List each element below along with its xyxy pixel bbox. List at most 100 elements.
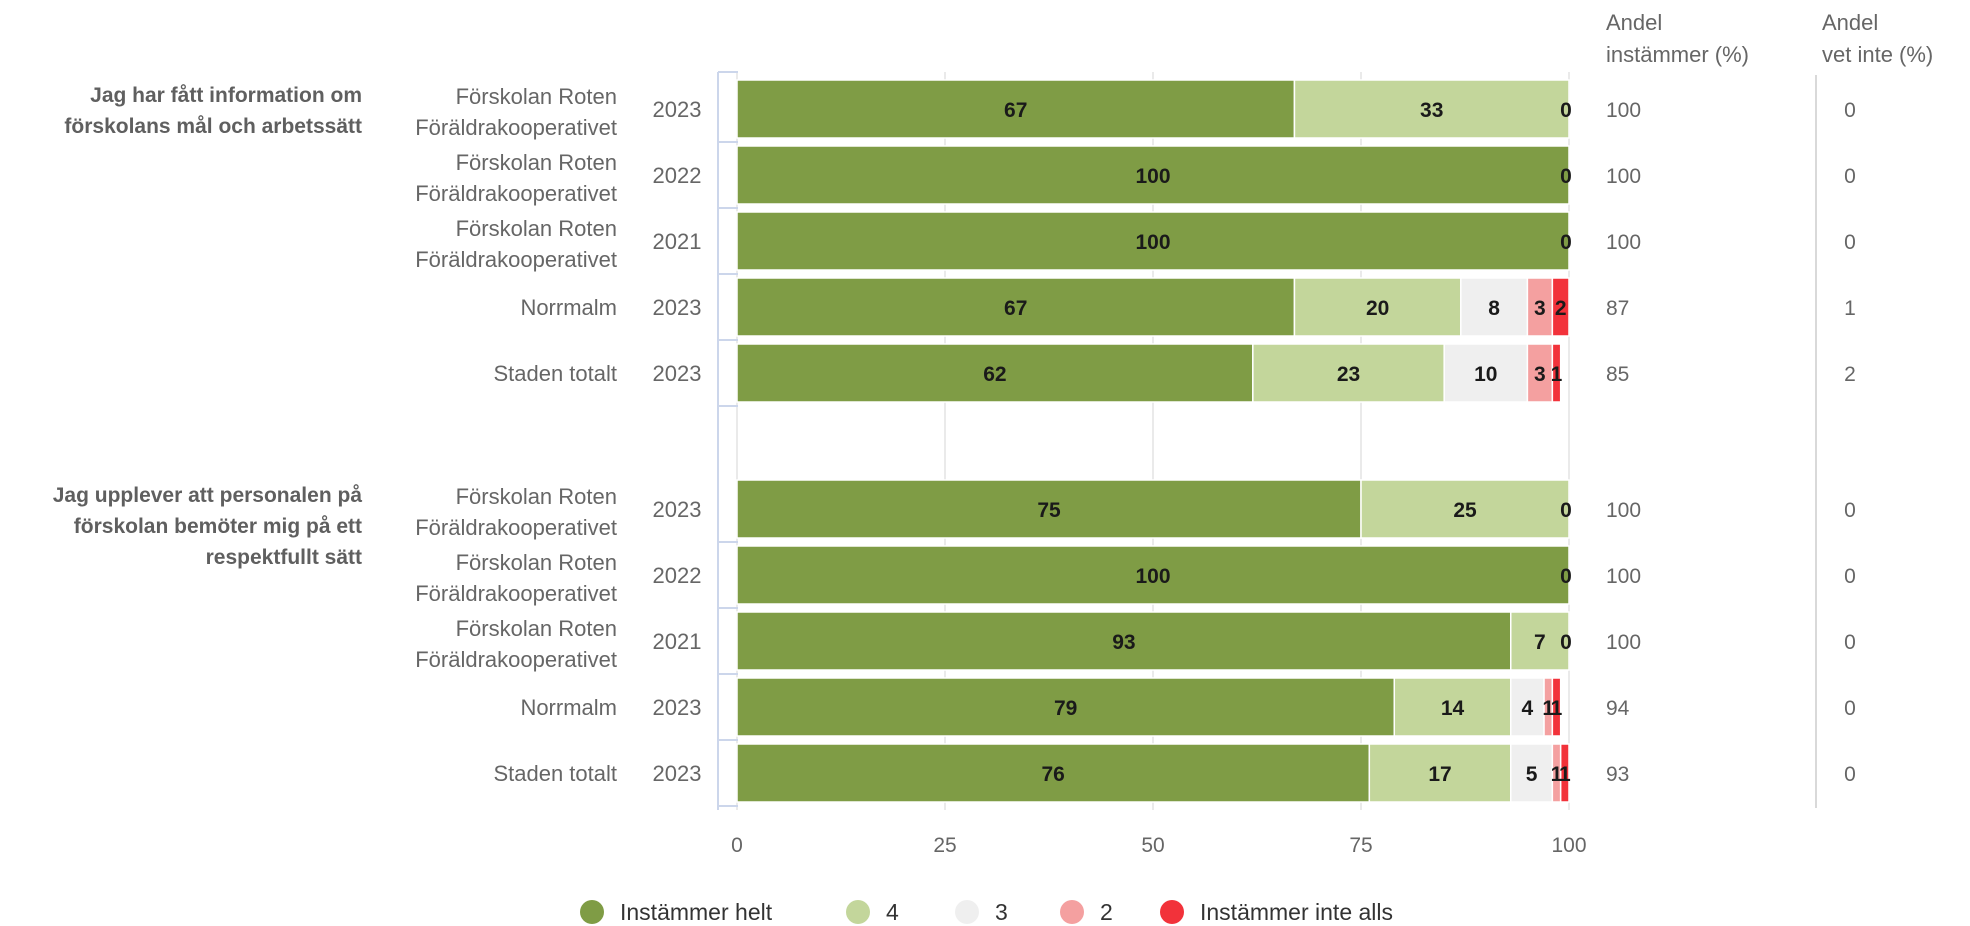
- year-label: 2021: [653, 229, 702, 254]
- bar-segment: [1460, 277, 1529, 337]
- data-label: 93: [1112, 631, 1135, 654]
- bar-segment: [1551, 277, 1570, 337]
- agree-column-header: Andel: [1606, 10, 1662, 35]
- data-label: 0: [1560, 165, 1572, 188]
- data-label: 0: [1560, 565, 1572, 588]
- bar-segment: [1293, 277, 1462, 337]
- data-label: 1: [1551, 697, 1563, 720]
- data-label: 25: [1453, 499, 1477, 522]
- bar-segment: [736, 677, 1396, 737]
- data-label: 1: [1551, 363, 1563, 386]
- data-label: 67: [1004, 99, 1027, 122]
- year-label: 2022: [653, 563, 702, 588]
- unit-label: Föräldrakooperativet: [415, 647, 617, 672]
- bar-segment: [1393, 677, 1512, 737]
- data-label: 100: [1135, 165, 1170, 188]
- unit-label: Förskolan Roten: [456, 484, 617, 509]
- data-label: 2: [1555, 297, 1567, 320]
- x-tick-label: 0: [731, 834, 743, 857]
- data-label: 3: [1534, 363, 1546, 386]
- data-label: 10: [1474, 363, 1497, 386]
- data-label: 14: [1441, 697, 1465, 720]
- legend-label: 4: [886, 899, 899, 925]
- legend-label: Instämmer inte alls: [1200, 899, 1393, 925]
- agree-value: 100: [1606, 565, 1641, 588]
- data-label: 62: [983, 363, 1006, 386]
- bar-segment: [1443, 343, 1529, 403]
- bar-segment: [736, 145, 1570, 205]
- legend-marker: [580, 900, 604, 924]
- year-label: 2023: [653, 695, 702, 720]
- bar-segment: [736, 211, 1570, 271]
- data-label: 76: [1041, 763, 1064, 786]
- data-label: 0: [1560, 99, 1572, 122]
- bar-segment: [1551, 343, 1562, 403]
- data-label: 7: [1534, 631, 1546, 654]
- dont-know-value: 0: [1844, 565, 1856, 588]
- x-tick-label: 75: [1349, 834, 1372, 857]
- legend-label: Instämmer helt: [620, 899, 773, 925]
- data-label: 0: [1560, 631, 1572, 654]
- year-label: 2023: [653, 97, 702, 122]
- unit-label: Förskolan Roten: [456, 616, 617, 641]
- unit-label: Föräldrakooperativet: [415, 581, 617, 606]
- data-label: 1: [1559, 763, 1571, 786]
- data-label: 79: [1054, 697, 1077, 720]
- year-label: 2022: [653, 163, 702, 188]
- unit-label: Norrmalm: [520, 695, 617, 720]
- bar-segment: [736, 343, 1254, 403]
- bar-segment: [1368, 743, 1512, 803]
- year-label: 2023: [653, 361, 702, 386]
- bars: [736, 79, 1570, 803]
- data-label: 0: [1560, 231, 1572, 254]
- legend-marker: [846, 900, 870, 924]
- dont-know-column-header: Andel: [1822, 10, 1878, 35]
- bar-segment: [1526, 343, 1554, 403]
- year-label: 2023: [653, 761, 702, 786]
- unit-label: Förskolan Roten: [456, 150, 617, 175]
- legend-label: 2: [1100, 899, 1113, 925]
- unit-label: Norrmalm: [520, 295, 617, 320]
- data-label: 33: [1420, 99, 1443, 122]
- data-label: 20: [1366, 297, 1389, 320]
- data-label: 23: [1337, 363, 1360, 386]
- bar-segment: [1510, 611, 1570, 671]
- unit-label: Förskolan Roten: [456, 84, 617, 109]
- agree-value: 100: [1606, 631, 1641, 654]
- legend-marker: [955, 900, 979, 924]
- question-label: Jag har fått information om: [90, 84, 362, 107]
- agree-value: 100: [1606, 165, 1641, 188]
- data-label: 4: [1522, 697, 1534, 720]
- dont-know-value: 0: [1844, 499, 1856, 522]
- bar-segment: [1559, 743, 1570, 803]
- unit-label: Staden totalt: [493, 761, 617, 786]
- agree-value: 93: [1606, 763, 1629, 786]
- agree-column-header: instämmer (%): [1606, 42, 1749, 67]
- data-label: 1: [1542, 697, 1554, 720]
- agree-value: 100: [1606, 99, 1641, 122]
- legend-label: 3: [995, 899, 1008, 925]
- data-label: 5: [1526, 763, 1538, 786]
- question-label: förskolans mål och arbetssätt: [64, 115, 362, 138]
- legend-marker: [1060, 900, 1084, 924]
- bar-segment: [736, 79, 1296, 139]
- year-label: 2023: [653, 295, 702, 320]
- agree-value: 87: [1606, 297, 1629, 320]
- x-axis: 0 25 50 75 100: [717, 71, 1817, 857]
- dont-know-column-header: vet inte (%): [1822, 42, 1933, 67]
- dont-know-value: 0: [1844, 631, 1856, 654]
- data-label: 1: [1551, 763, 1563, 786]
- labels: Andel instämmer (%) Andel vet inte (%) Jag h…: [53, 10, 1934, 786]
- agree-value: 94: [1606, 697, 1630, 720]
- bar-segment: [1551, 677, 1562, 737]
- data-label: 3: [1534, 297, 1546, 320]
- agree-value: 100: [1606, 231, 1641, 254]
- dont-know-value: 0: [1844, 231, 1856, 254]
- data-label: 17: [1428, 763, 1451, 786]
- dont-know-value: 0: [1844, 763, 1856, 786]
- bar-segment: [1360, 479, 1570, 539]
- data-label: 8: [1488, 297, 1500, 320]
- year-label: 2023: [653, 497, 702, 522]
- x-tick-label: 50: [1141, 834, 1164, 857]
